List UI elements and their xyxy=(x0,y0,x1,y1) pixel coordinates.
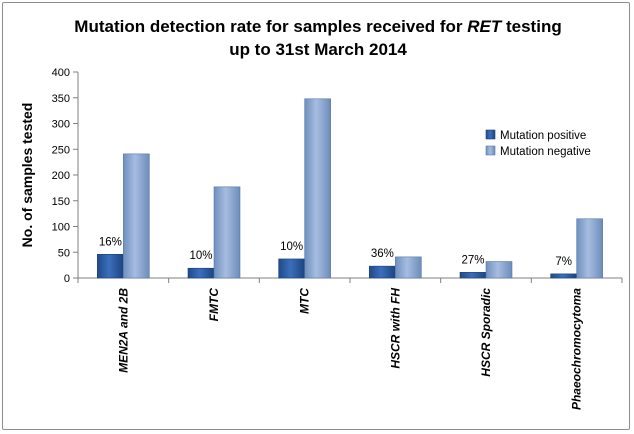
x-tick-label: HSCR Sporadic xyxy=(479,288,493,377)
y-tick-label: 300 xyxy=(52,119,70,131)
x-tick-label: MEN2A and 2B xyxy=(116,288,130,373)
x-tick-label: MTC xyxy=(298,288,312,314)
x-tick-label: FMTC xyxy=(207,288,221,322)
data-label: 16% xyxy=(99,236,122,248)
data-label: 27% xyxy=(461,254,484,266)
y-tick-label: 200 xyxy=(52,170,70,182)
legend-swatch xyxy=(485,145,496,156)
legend-swatch xyxy=(485,129,496,140)
x-tick-label: Phaeochromocytoma xyxy=(570,288,584,410)
bar-mutation-negative xyxy=(395,256,422,279)
data-label: 7% xyxy=(555,256,572,268)
bar-mutation-positive xyxy=(459,272,487,279)
bar-mutation-positive xyxy=(550,273,577,279)
y-tick-label: 100 xyxy=(52,222,70,234)
legend-entry: Mutation positive xyxy=(500,130,586,142)
y-tick-label: 0 xyxy=(64,273,70,285)
data-label: 10% xyxy=(280,241,303,253)
legend-entry: Mutation negative xyxy=(500,146,591,158)
legend: Mutation positive Mutation negative xyxy=(485,129,591,158)
bar-mutation-negative xyxy=(576,218,603,279)
y-axis-label: No. of samples tested xyxy=(19,103,35,248)
bar-mutation-negative xyxy=(485,261,513,279)
bar-mutation-positive xyxy=(278,258,305,279)
x-tick-label: HSCR with FH xyxy=(388,288,402,369)
chart-title-line1: Mutation detection rate for samples rece… xyxy=(74,17,561,36)
bar-mutation-negative xyxy=(123,153,150,279)
plot-area: 0 50 100 150 200 250 300 350 400 16% MEN2A and 2B 1… xyxy=(52,67,623,410)
y-tick-label: 50 xyxy=(58,247,70,259)
bar-mutation-positive xyxy=(97,254,124,279)
bar-mutation-positive xyxy=(187,267,215,279)
bar-mutation-positive xyxy=(369,265,396,279)
data-label: 10% xyxy=(189,250,212,262)
bar-mutation-negative xyxy=(304,98,331,279)
y-tick-label: 150 xyxy=(52,196,70,208)
y-tick-label: 250 xyxy=(52,144,70,156)
chart-title-line2: up to 31st March 2014 xyxy=(229,40,407,59)
y-tick-label: 400 xyxy=(52,67,70,79)
data-label: 36% xyxy=(371,248,394,260)
bar-mutation-negative xyxy=(213,186,241,279)
y-tick-label: 350 xyxy=(52,93,70,105)
